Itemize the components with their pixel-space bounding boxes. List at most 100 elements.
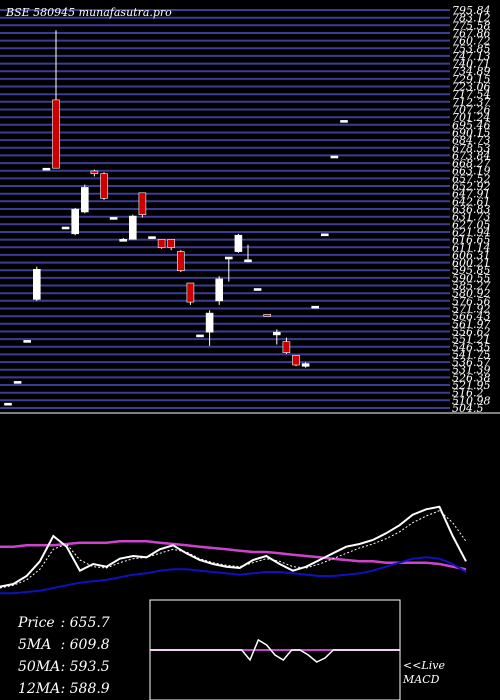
- price-tick-label: 546.35: [452, 341, 491, 354]
- candle-body: [100, 173, 108, 199]
- candle-body: [157, 239, 166, 248]
- candle-body: [61, 226, 70, 230]
- price-tick-label: 621.94: [452, 226, 491, 239]
- candle-body: [234, 234, 243, 252]
- candle-body: [129, 215, 137, 240]
- candle-body: [272, 331, 281, 336]
- candle-body: [263, 314, 272, 317]
- price-tick-label: 627.05: [452, 218, 491, 231]
- candle-body: [301, 363, 310, 367]
- price-tick-label: 678.53: [452, 142, 491, 155]
- candle-body: [23, 340, 32, 343]
- candle-body: [4, 402, 12, 406]
- stat-50ma-label: 50MA: [18, 659, 61, 675]
- chart-title: BSE 580945 munafasutra.pro: [5, 6, 172, 19]
- price-tick-label: 684.73: [452, 134, 491, 147]
- price-tick-label: 734.89: [452, 65, 491, 78]
- price-tick-label: 541.75: [452, 348, 491, 361]
- price-tick-label: 729.15: [452, 73, 491, 86]
- candle-body: [225, 256, 233, 260]
- macd-panel: [150, 638, 400, 663]
- price-tick-label: 767.86: [452, 27, 491, 40]
- candle-body: [330, 155, 339, 159]
- price-tick-label: 673.84: [452, 149, 491, 162]
- price-tick-label: 775.58: [452, 19, 491, 32]
- candle-body: [205, 312, 214, 333]
- price-tick-label: 590.55: [452, 272, 491, 285]
- stat-12ma-sep: :: [56, 681, 70, 697]
- candle-body: [215, 278, 223, 302]
- price-grid: [0, 9, 450, 409]
- stat-12ma-label: 12MA: [18, 681, 61, 697]
- price-tick-label: 647.91: [452, 188, 491, 201]
- stat-50ma-sep: :: [56, 659, 70, 675]
- price-tick-label: 795.84: [452, 4, 491, 17]
- price-tick-label: 536.57: [452, 356, 491, 369]
- ma-purple-line: [0, 540, 467, 571]
- candle-body: [177, 251, 185, 272]
- candle-body: [282, 341, 291, 353]
- stat-50ma-value: 593.5: [69, 659, 110, 675]
- price-tick-label: 521.95: [452, 379, 491, 392]
- price-tick-label: 576.56: [452, 295, 491, 308]
- price-tick-label: 712.37: [452, 96, 491, 109]
- price-tick-label: 504.5: [452, 402, 484, 415]
- price-tick-label: 585.27: [452, 280, 491, 293]
- price-tick-label: 510.98: [452, 394, 491, 407]
- candle-body: [90, 170, 99, 175]
- stat-5ma-label: 5MA: [18, 637, 52, 653]
- candle-body: [32, 268, 41, 300]
- price-tick-label: 717.54: [452, 88, 491, 101]
- price-tick-label: 753.85: [452, 42, 491, 55]
- candle-body: [13, 381, 22, 384]
- price-tick-label: 760.72: [452, 35, 491, 48]
- price-tick-label: 657.52: [452, 172, 491, 185]
- stat-5ma-sep: :: [56, 637, 70, 653]
- price-tick-label: 556.62: [452, 326, 491, 339]
- stat-50ma: 50MA : 593.5: [18, 656, 128, 678]
- price-tick-label: 600.21: [452, 257, 491, 270]
- stat-12ma: 12MA : 588.9: [18, 678, 128, 700]
- candle-body: [311, 305, 320, 309]
- price-axis-labels: 795.84783.12775.58767.86760.72753.85747.…: [452, 4, 491, 415]
- candle-body: [292, 355, 300, 366]
- price-tick-label: 642.61: [452, 195, 491, 208]
- price-tick-label: 551.21: [452, 333, 491, 346]
- candle-body: [186, 282, 195, 303]
- price-tick-label: 516.2: [452, 387, 484, 400]
- candle-body: [253, 288, 262, 291]
- ma-blue-line: [0, 556, 467, 595]
- price-tick-label: 561.97: [452, 318, 491, 331]
- price-tick-label: 652.92: [452, 180, 491, 193]
- price-tick-label: 701.24: [452, 111, 491, 124]
- stat-price-sep: :: [56, 615, 70, 631]
- candle-body: [119, 239, 127, 242]
- stat-price-label: Price: [18, 615, 55, 631]
- price-tick-label: 611.14: [452, 241, 491, 254]
- macd-note: <<Live MACD: [403, 659, 445, 687]
- candle-body: [167, 239, 175, 248]
- candle-body: [320, 233, 329, 237]
- candle-body: [81, 187, 89, 213]
- price-tick-label: 631.73: [452, 211, 491, 224]
- price-tick-label: 636.83: [452, 203, 491, 216]
- stat-price-value: 655.7: [69, 615, 110, 631]
- price-tick-label: 566.43: [452, 310, 491, 323]
- candle-body: [196, 334, 204, 338]
- price-tick-label: 707.26: [452, 104, 491, 117]
- candle-body: [52, 99, 60, 169]
- stat-5ma-value: 609.8: [69, 637, 110, 653]
- price-tick-label: 695.46: [452, 119, 491, 132]
- candle-body: [71, 208, 79, 235]
- price-white-line: [0, 505, 467, 588]
- price-tick-label: 531.39: [452, 364, 491, 377]
- price-tick-label: 616.65: [452, 234, 491, 247]
- stat-price: Price : 655.7: [18, 612, 128, 634]
- macd-line: [150, 638, 400, 663]
- price-tick-label: 690.15: [452, 127, 491, 140]
- candle-body: [340, 120, 348, 123]
- macd-note-label: MACD: [403, 673, 440, 686]
- indicator-panel: [0, 505, 467, 595]
